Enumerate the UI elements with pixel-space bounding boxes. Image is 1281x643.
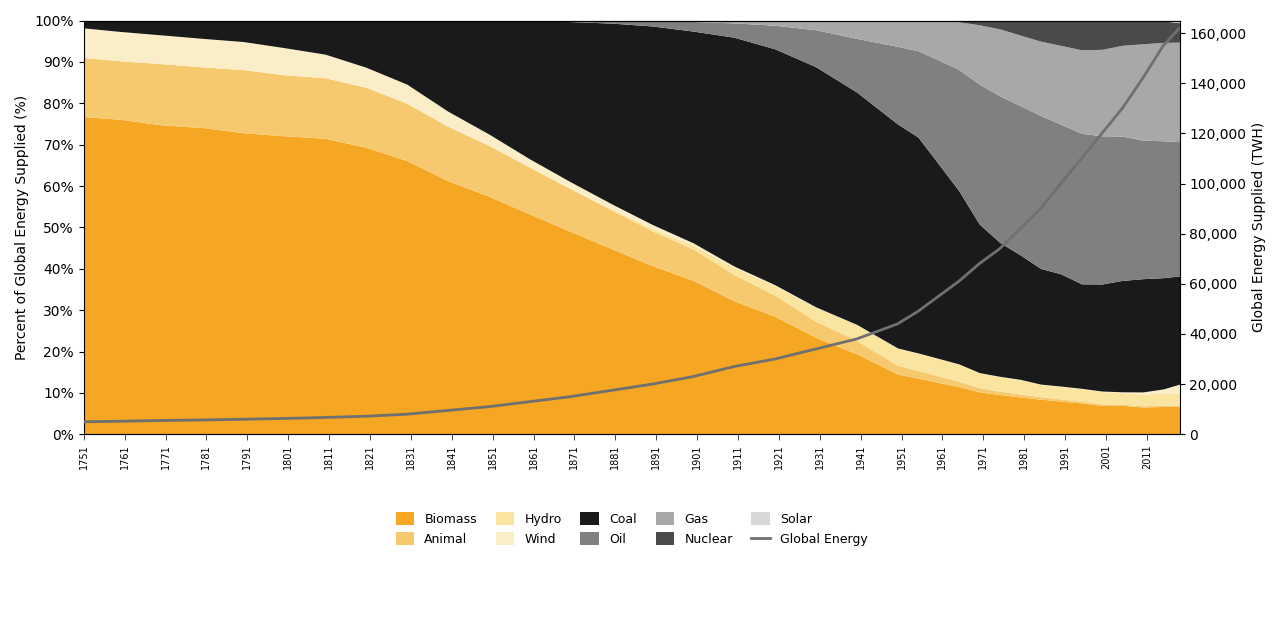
Y-axis label: Global Energy Supplied (TWH): Global Energy Supplied (TWH)	[1252, 122, 1266, 332]
Legend: Biomass, Animal, Hydro, Wind, Coal, Oil, Gas, Nuclear, Solar, Global Energy: Biomass, Animal, Hydro, Wind, Coal, Oil,…	[389, 506, 874, 552]
Y-axis label: Percent of Global Energy Supplied (%): Percent of Global Energy Supplied (%)	[15, 95, 29, 360]
